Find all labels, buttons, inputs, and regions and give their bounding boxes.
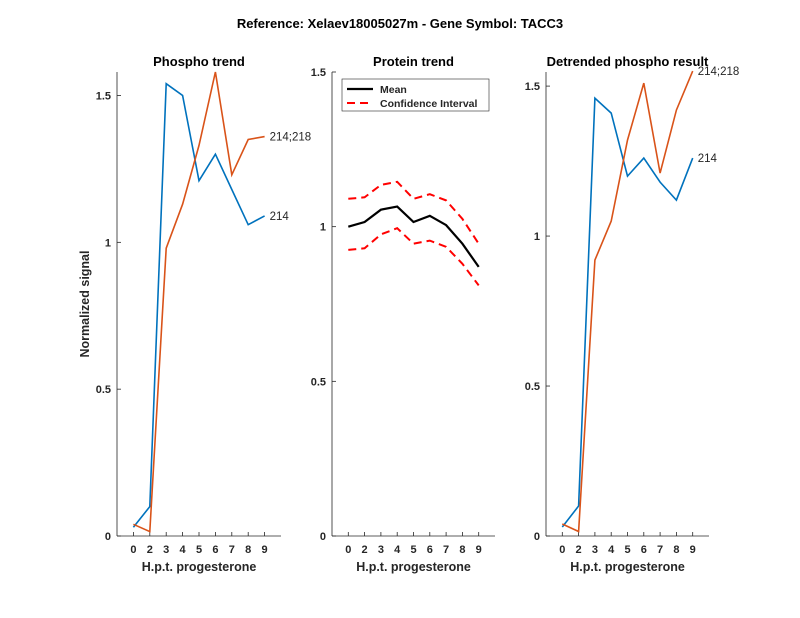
x-tick-label: 6 [641, 544, 647, 556]
series-line-confidence-interval-upper- [348, 180, 480, 245]
x-tick-label: 7 [443, 544, 449, 556]
y-tick-label: 0.5 [311, 376, 326, 388]
x-tick-label: 5 [196, 544, 202, 556]
x-tick-label: 8 [673, 544, 679, 556]
series-line-mean [347, 205, 480, 268]
y-tick-label: 1 [534, 231, 540, 243]
x-tick-label: 9 [262, 544, 268, 556]
legend-box [341, 78, 490, 112]
legend-label: Confidence Interval [380, 98, 478, 110]
y-axis-label: Normalized signal [78, 251, 92, 358]
y-tick-label: 0 [534, 531, 540, 543]
x-tick-label: 5 [410, 544, 416, 556]
panel-title: Detrended phospho result [547, 54, 709, 69]
panel-title: Phospho trend [153, 54, 245, 69]
x-tick-label: 6 [212, 544, 218, 556]
x-tick-label: 4 [180, 544, 187, 556]
y-tick-label: 1 [105, 237, 111, 249]
series-line-214 [132, 82, 265, 528]
series-line-214-218 [561, 70, 694, 533]
x-axis-label: H.p.t. progesterone [356, 560, 471, 574]
x-tick-label: 3 [378, 544, 384, 556]
series-line-confidence-interval-lower- [348, 227, 480, 287]
x-tick-label: 8 [459, 544, 465, 556]
series-end-label: 214;218 [270, 132, 312, 144]
y-tick-label: 1.5 [96, 90, 111, 102]
x-tick-label: 9 [476, 544, 482, 556]
x-tick-label: 4 [608, 544, 615, 556]
x-tick-label: 5 [624, 544, 630, 556]
series-end-label: 214 [698, 153, 718, 165]
legend-label: Mean [380, 84, 407, 96]
series-end-label: 214 [270, 211, 290, 223]
x-axis-label: H.p.t. progesterone [570, 560, 685, 574]
x-tick-label: 7 [229, 544, 235, 556]
panel-title: Protein trend [373, 54, 454, 69]
figure-title: Reference: Xelaev18005027m - Gene Symbol… [237, 16, 563, 31]
x-tick-label: 6 [427, 544, 433, 556]
series-line-214-218 [133, 71, 265, 533]
y-tick-label: 1.5 [311, 67, 326, 79]
x-tick-label: 2 [362, 544, 368, 556]
x-tick-label: 2 [576, 544, 582, 556]
x-tick-label: 3 [163, 544, 169, 556]
x-tick-label: 2 [147, 544, 153, 556]
x-tick-label: 9 [690, 544, 696, 556]
y-tick-label: 0 [105, 531, 111, 543]
legend: Mean Confidence Interval [341, 78, 490, 112]
series-line-214 [561, 96, 694, 528]
y-tick-label: 1.5 [525, 81, 540, 93]
series-end-label: 214;218 [698, 66, 740, 78]
x-tick-label: 4 [394, 544, 401, 556]
x-tick-label: 0 [130, 544, 136, 556]
y-tick-label: 0 [320, 531, 326, 543]
x-tick-label: 0 [345, 544, 351, 556]
x-axis-label: H.p.t. progesterone [142, 560, 257, 574]
x-tick-label: 3 [592, 544, 598, 556]
x-tick-label: 7 [657, 544, 663, 556]
x-tick-label: 8 [245, 544, 251, 556]
y-tick-label: 1 [320, 222, 326, 234]
y-tick-label: 0.5 [525, 381, 540, 393]
x-tick-label: 0 [559, 544, 565, 556]
y-tick-label: 0.5 [96, 384, 111, 396]
